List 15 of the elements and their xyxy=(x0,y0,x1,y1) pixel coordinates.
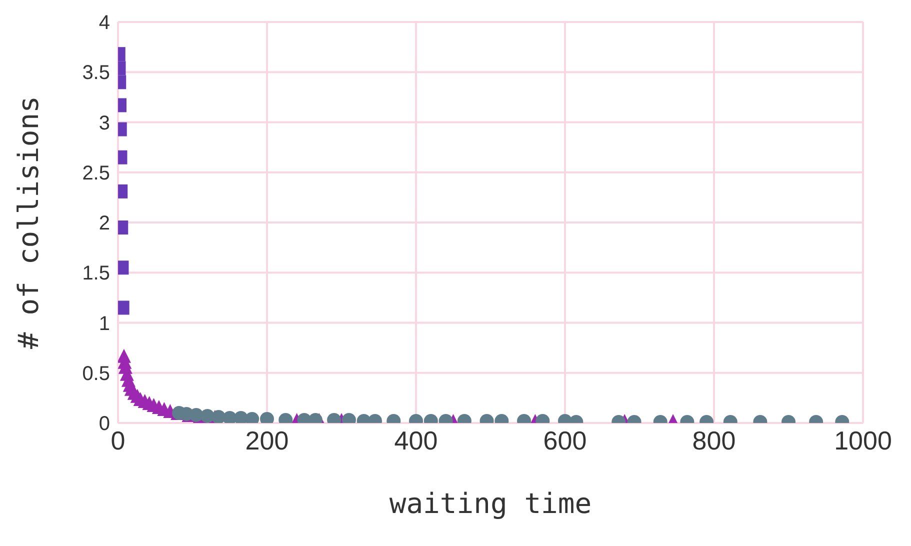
x-tick-label: 200 xyxy=(245,425,289,456)
x-tick-label: 800 xyxy=(692,425,736,456)
x-tick-label: 600 xyxy=(543,425,587,456)
y-tick-label: 2 xyxy=(98,212,110,235)
x-tick-label: 400 xyxy=(394,425,438,456)
y-tick-label: 3 xyxy=(98,112,110,134)
y-tick-label: 2.5 xyxy=(82,162,110,184)
y-tick-label: 1.5 xyxy=(82,262,110,285)
y-tick-label: 1 xyxy=(98,312,110,335)
y-tick-label: 0.5 xyxy=(82,362,110,385)
y-axis-title: # of collisions xyxy=(12,96,45,349)
x-tick-label: 1000 xyxy=(834,425,892,456)
y-tick-label: 3.5 xyxy=(82,62,110,84)
x-axis-title: waiting time xyxy=(389,487,592,520)
y-tick-label: 4 xyxy=(98,12,110,34)
